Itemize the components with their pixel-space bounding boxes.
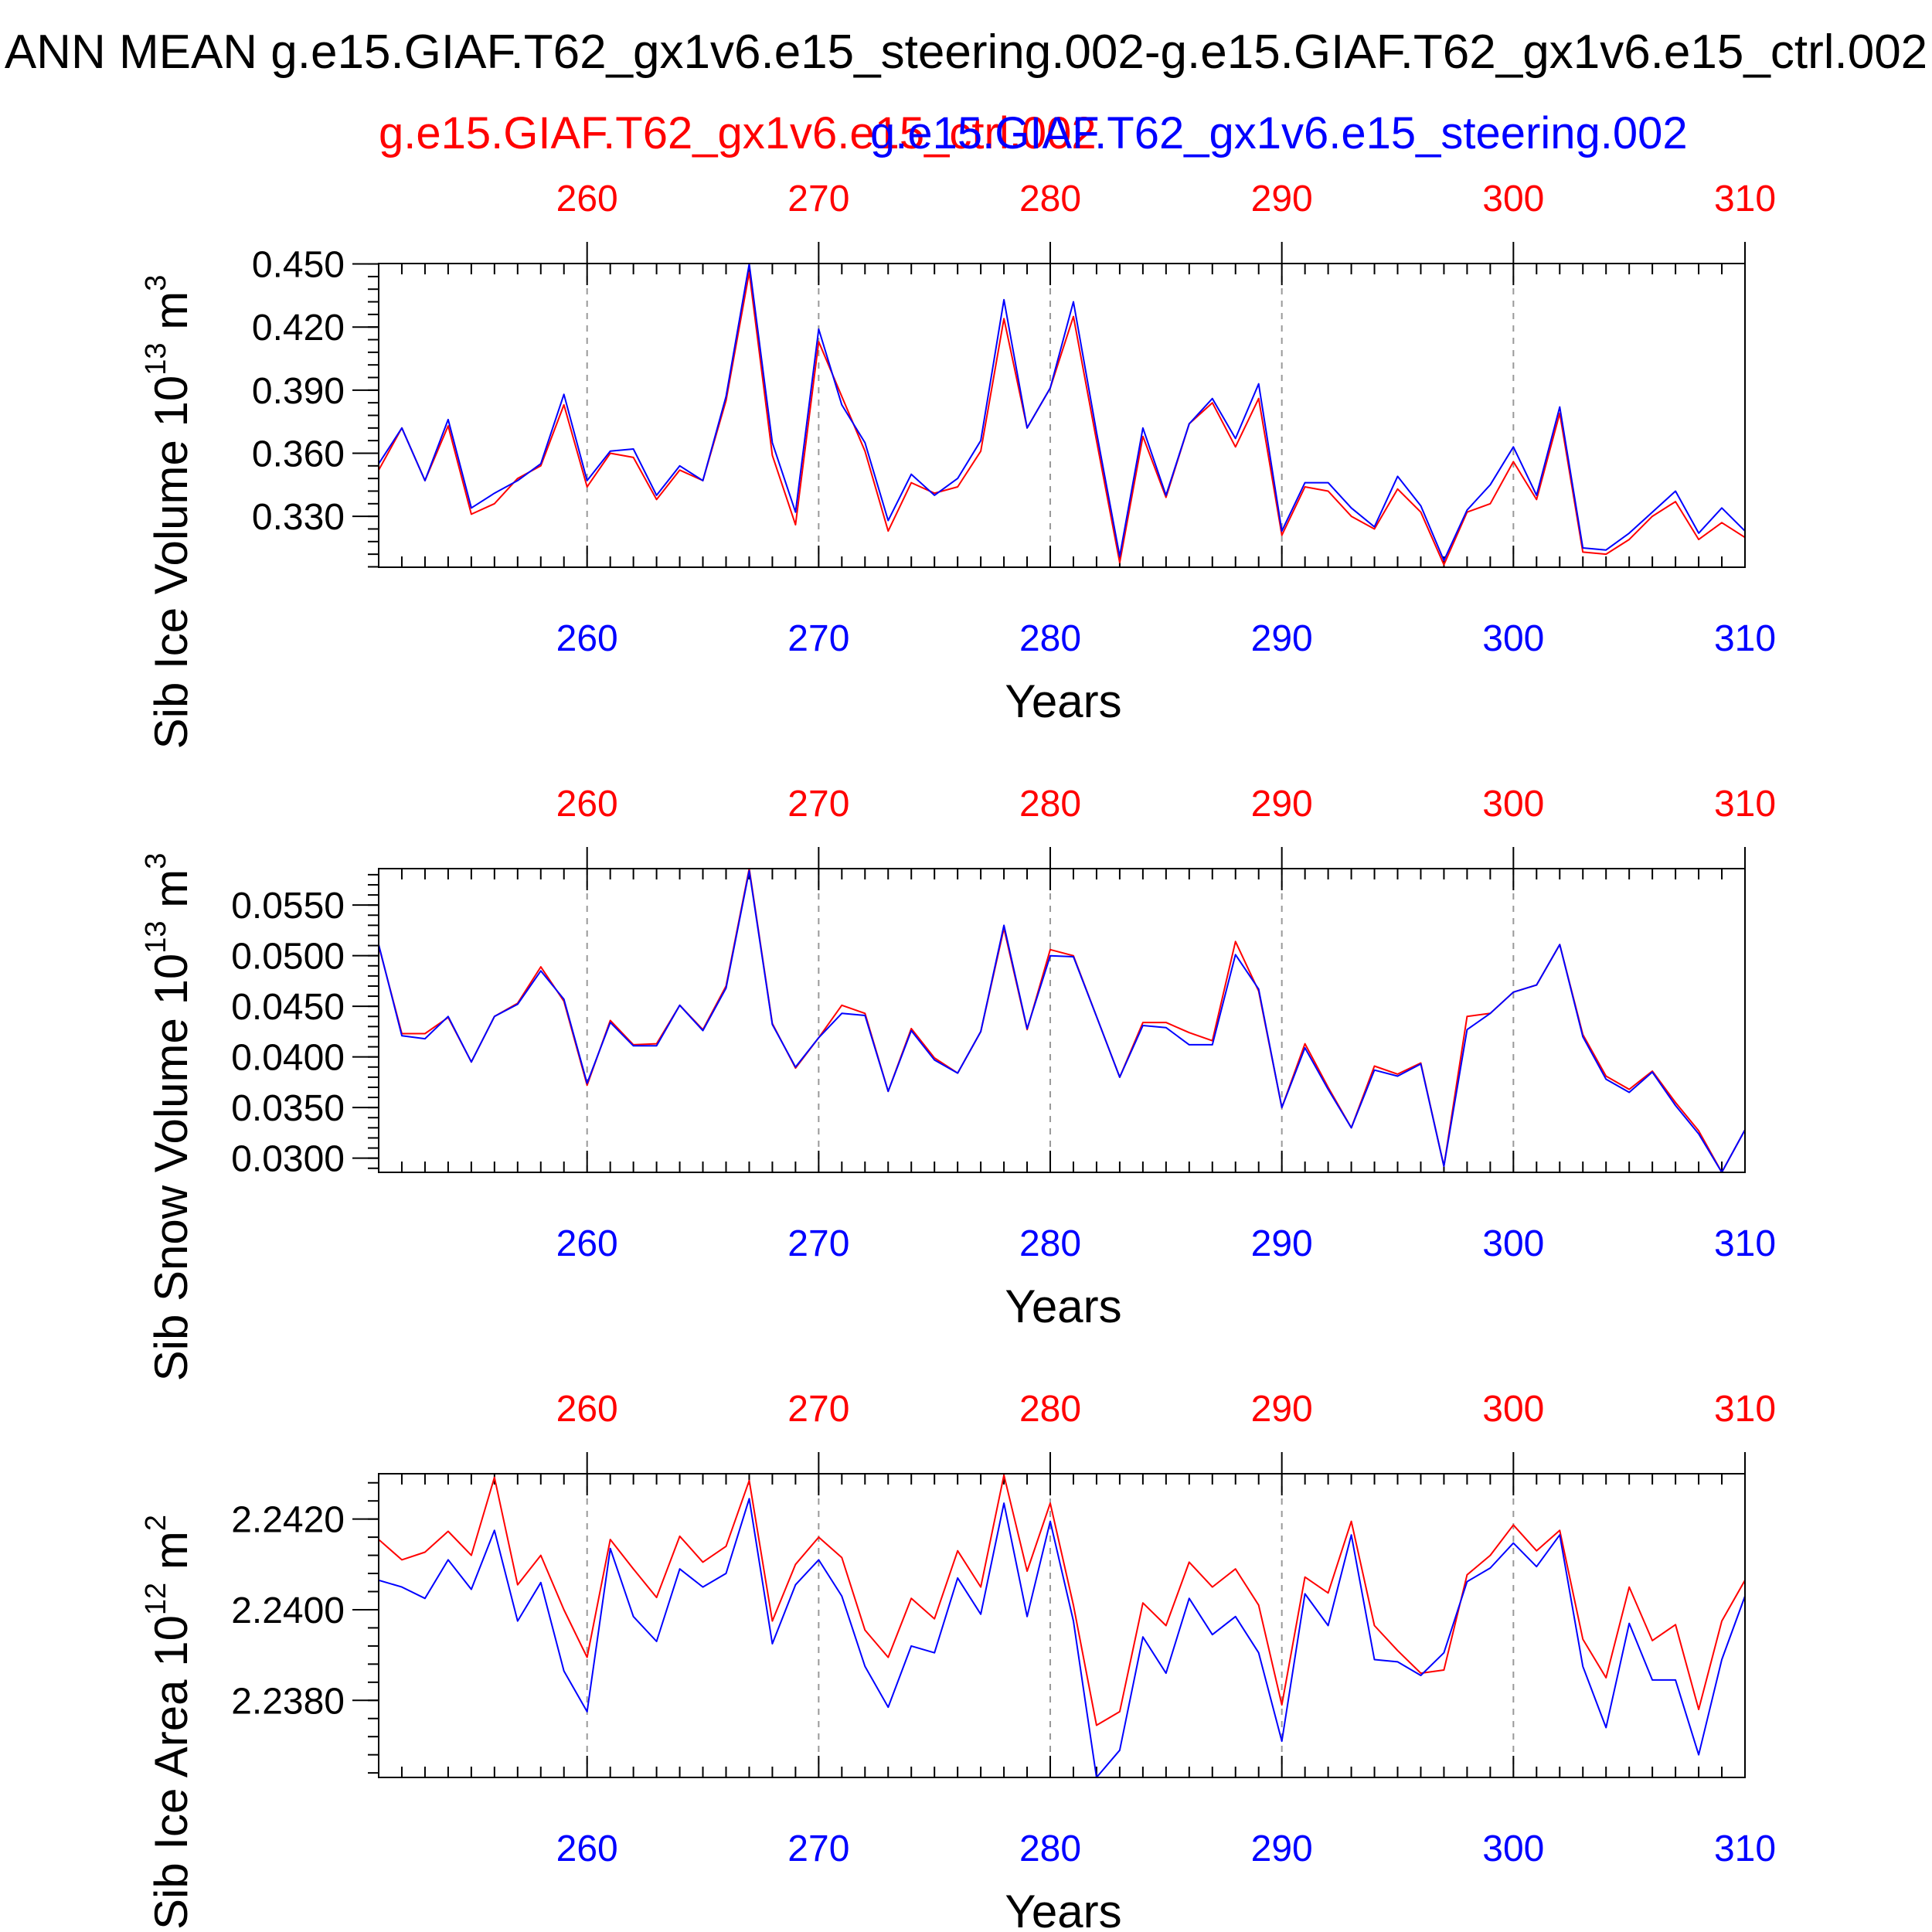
y-axis-title-ylabel-unit-exp: 3	[140, 853, 172, 869]
y-axis-title-ylabel-exp: 12	[140, 1583, 172, 1615]
x-tick-label-bottom: 300	[1482, 618, 1544, 659]
y-axis-title-ylabel-unit: m	[145, 291, 197, 343]
steering-series-line	[379, 869, 1745, 1172]
y-axis-title-ylabel-unit-exp: 2	[140, 1515, 172, 1531]
x-tick-label-top: 300	[1482, 1389, 1544, 1430]
x-tick-label-bottom: 270	[787, 618, 849, 659]
y-axis-title: Sib Ice Area 1012 m2	[140, 1515, 197, 1930]
y-tick-label: 0.0400	[231, 1038, 345, 1079]
x-tick-label-bottom: 310	[1714, 1828, 1776, 1869]
x-tick-label-top: 290	[1251, 1389, 1313, 1430]
chart-panel-3: 2.2380 2.2400 2.2420 260 260 270 270 280 280 290 2…	[140, 1389, 1776, 1932]
y-tick-label: 0.0350	[231, 1088, 345, 1129]
steering-series-line	[379, 264, 1745, 562]
x-tick-label-top: 280	[1019, 179, 1081, 219]
x-tick-label-top: 310	[1714, 784, 1776, 825]
y-tick-label: 0.450	[252, 245, 345, 286]
y-axis-title: Sib Ice Volume 1013 m3	[140, 275, 197, 750]
y-axis-title-ylabel-main: Sib Ice Volume 10	[145, 376, 197, 750]
plot-frame	[378, 868, 1746, 1173]
x-tick-label-top: 270	[787, 179, 849, 219]
plot-frame	[378, 1473, 1746, 1778]
x-tick-label-bottom: 290	[1251, 618, 1313, 659]
ctrl-series-line	[379, 1474, 1745, 1726]
legend-steering-label: g.e15.GIAF.T62_gx1v6.e15_steering.002	[870, 108, 1688, 158]
y-tick-label: 0.0450	[231, 987, 345, 1028]
legend-ctrl-label: g.e15.GIAF.T62_gx1v6.e15_ctrl.002	[379, 108, 1097, 158]
y-tick-label: 0.420	[252, 308, 345, 349]
y-tick-label: 0.0500	[231, 937, 345, 978]
chart-panel-2: 0.0300 0.0350 0.0400 0.0450 0.0500 0.0550 260 2…	[140, 784, 1776, 1381]
y-tick-label: 2.2380	[231, 1681, 345, 1722]
x-axis-title: Years	[1005, 1281, 1121, 1332]
y-axis-title-ylabel-unit-exp: 3	[140, 275, 172, 291]
x-tick-label-bottom: 260	[556, 618, 618, 659]
x-tick-label-top: 310	[1714, 1389, 1776, 1430]
x-axis-title: Years	[1005, 1886, 1121, 1932]
x-tick-label-bottom: 300	[1482, 1223, 1544, 1264]
y-tick-label: 0.390	[252, 371, 345, 412]
chart-panel-1: 0.330 0.360 0.390 0.420 0.450 260 260 270 270 280…	[140, 179, 1776, 749]
y-axis-title-ylabel-main: Sib Ice Area 10	[145, 1615, 197, 1930]
x-tick-label-bottom: 270	[787, 1223, 849, 1264]
y-axis-title: Sib Snow Volume 1013 m3	[140, 853, 197, 1382]
x-tick-label-top: 310	[1714, 179, 1776, 219]
x-tick-label-bottom: 280	[1019, 618, 1081, 659]
x-tick-label-bottom: 310	[1714, 618, 1776, 659]
x-tick-label-top: 270	[787, 1389, 849, 1430]
ctrl-series-line	[379, 271, 1745, 566]
y-tick-label: 0.330	[252, 497, 345, 538]
x-tick-label-bottom: 260	[556, 1223, 618, 1264]
y-tick-label: 2.2420	[231, 1500, 345, 1541]
x-tick-label-top: 260	[556, 784, 618, 825]
x-tick-label-bottom: 290	[1251, 1223, 1313, 1264]
plot-frame	[378, 263, 1746, 568]
y-axis-title-ylabel-unit: m	[145, 1531, 197, 1583]
figure-title: ANN MEAN g.e15.GIAF.T62_gx1v6.e15_steeri…	[5, 26, 1927, 79]
x-tick-label-bottom: 260	[556, 1828, 618, 1869]
x-tick-label-top: 300	[1482, 784, 1544, 825]
y-axis-title-ylabel-exp: 13	[140, 342, 172, 375]
y-axis-title-ylabel-unit: m	[145, 869, 197, 921]
x-tick-label-top: 290	[1251, 784, 1313, 825]
y-tick-label: 0.0550	[231, 886, 345, 927]
steering-series-line	[379, 1498, 1745, 1777]
x-tick-label-top: 270	[787, 784, 849, 825]
y-tick-label: 0.0300	[231, 1139, 345, 1180]
x-tick-label-bottom: 310	[1714, 1223, 1776, 1264]
x-tick-label-top: 260	[556, 1389, 618, 1430]
x-tick-label-bottom: 280	[1019, 1223, 1081, 1264]
x-tick-label-bottom: 300	[1482, 1828, 1544, 1869]
y-tick-label: 2.2400	[231, 1590, 345, 1631]
x-axis-title: Years	[1005, 675, 1121, 727]
x-tick-label-bottom: 270	[787, 1828, 849, 1869]
x-tick-label-bottom: 280	[1019, 1828, 1081, 1869]
x-tick-label-top: 260	[556, 179, 618, 219]
x-tick-label-top: 300	[1482, 179, 1544, 219]
x-tick-label-bottom: 290	[1251, 1828, 1313, 1869]
y-axis-title-ylabel-exp: 13	[140, 920, 172, 953]
x-tick-label-top: 280	[1019, 1389, 1081, 1430]
y-axis-title-ylabel-main: Sib Snow Volume 10	[145, 954, 197, 1382]
x-tick-label-top: 280	[1019, 784, 1081, 825]
ctrl-series-line	[379, 869, 1745, 1172]
y-tick-label: 0.360	[252, 434, 345, 474]
x-tick-label-top: 290	[1251, 179, 1313, 219]
